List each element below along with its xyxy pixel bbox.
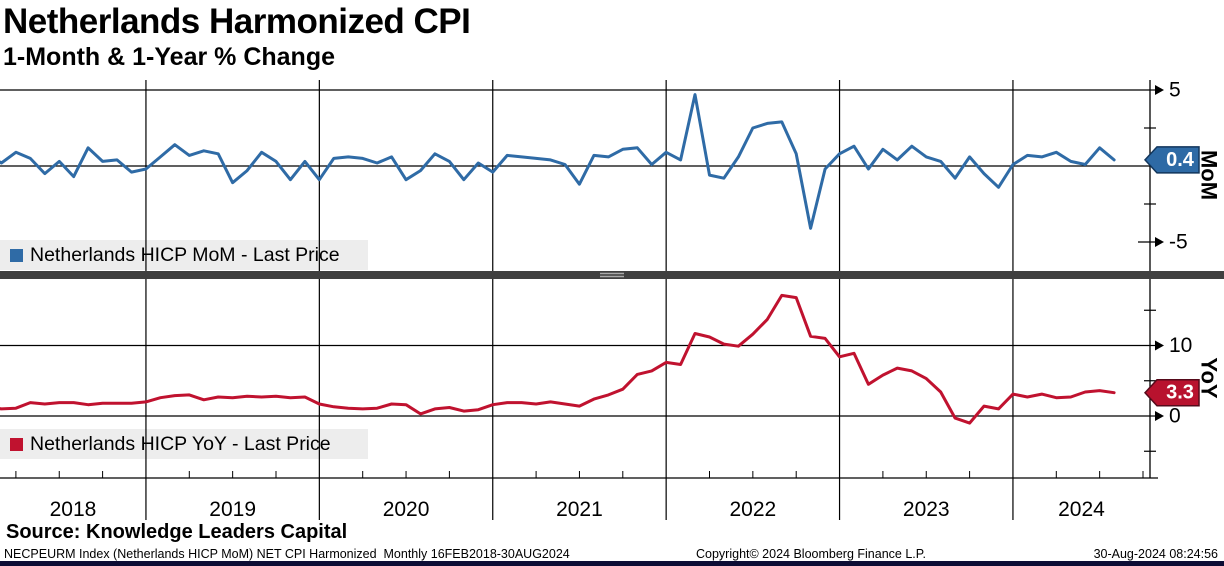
mom-series-swatch-icon [10, 248, 23, 262]
axis-tick-arrow-icon [1155, 85, 1164, 95]
source-line: Source: Knowledge Leaders Capital [6, 521, 348, 543]
mom-series-line [0, 93, 1116, 230]
panel-axis-title: MoM [1197, 150, 1222, 200]
ticker-description: NECPEURM Index (Netherlands HICP MoM) NE… [4, 547, 570, 561]
axis-tick-arrow-icon [1155, 340, 1164, 351]
x-axis-year-label: 2023 [903, 498, 950, 521]
chart-title: Netherlands Harmonized CPI [3, 2, 471, 41]
axis-tick-arrow-icon [1155, 237, 1164, 247]
legend-band-yoy [0, 429, 368, 459]
axis-tick-label: 5 [1169, 79, 1181, 102]
axis-tick-label: 0 [1169, 405, 1181, 428]
x-axis-year-label: 2019 [209, 498, 256, 521]
legend-label-yoy: Netherlands HICP YoY - Last Price [30, 432, 331, 455]
window-bottom-edge [0, 561, 1224, 566]
chart-subtitle: 1-Month & 1-Year % Change [3, 43, 335, 71]
last-price-tag-value: 0.4 [1166, 149, 1195, 171]
footer-row: NECPEURM Index (Netherlands HICP MoM) NE… [0, 547, 1224, 561]
panel-axis-title: YoY [1197, 357, 1222, 398]
mom-last-price-tag [1143, 146, 1200, 174]
timestamp: 30-Aug-2024 08:24:56 [1093, 547, 1218, 561]
x-axis-year-label: 2022 [729, 498, 776, 521]
yoy-last-price-tag [1143, 378, 1200, 407]
x-axis-year-label: 2021 [556, 498, 603, 521]
x-axis-year-label: 2018 [50, 498, 97, 521]
yoy-series-line [0, 293, 1116, 425]
legend-item-mom[interactable]: Netherlands HICP MoM - Last Price [10, 240, 340, 270]
last-price-tag-value: 3.3 [1166, 382, 1194, 404]
legend-item-yoy[interactable]: Netherlands HICP YoY - Last Price [10, 429, 331, 459]
axis-tick-arrow-icon [1155, 411, 1164, 421]
axis-tick-label: -5 [1169, 231, 1188, 254]
yoy-series-swatch-icon [10, 437, 23, 451]
legend-label-mom: Netherlands HICP MoM - Last Price [30, 243, 340, 266]
axis-tick-label: 10 [1169, 334, 1192, 357]
x-axis-year-label: 2020 [383, 498, 430, 521]
x-axis-year-label: 2024 [1058, 498, 1105, 521]
copyright-notice: Copyright© 2024 Bloomberg Finance L.P. [696, 547, 926, 561]
legend-band-mom [0, 240, 368, 270]
panel-separator [0, 271, 1224, 279]
